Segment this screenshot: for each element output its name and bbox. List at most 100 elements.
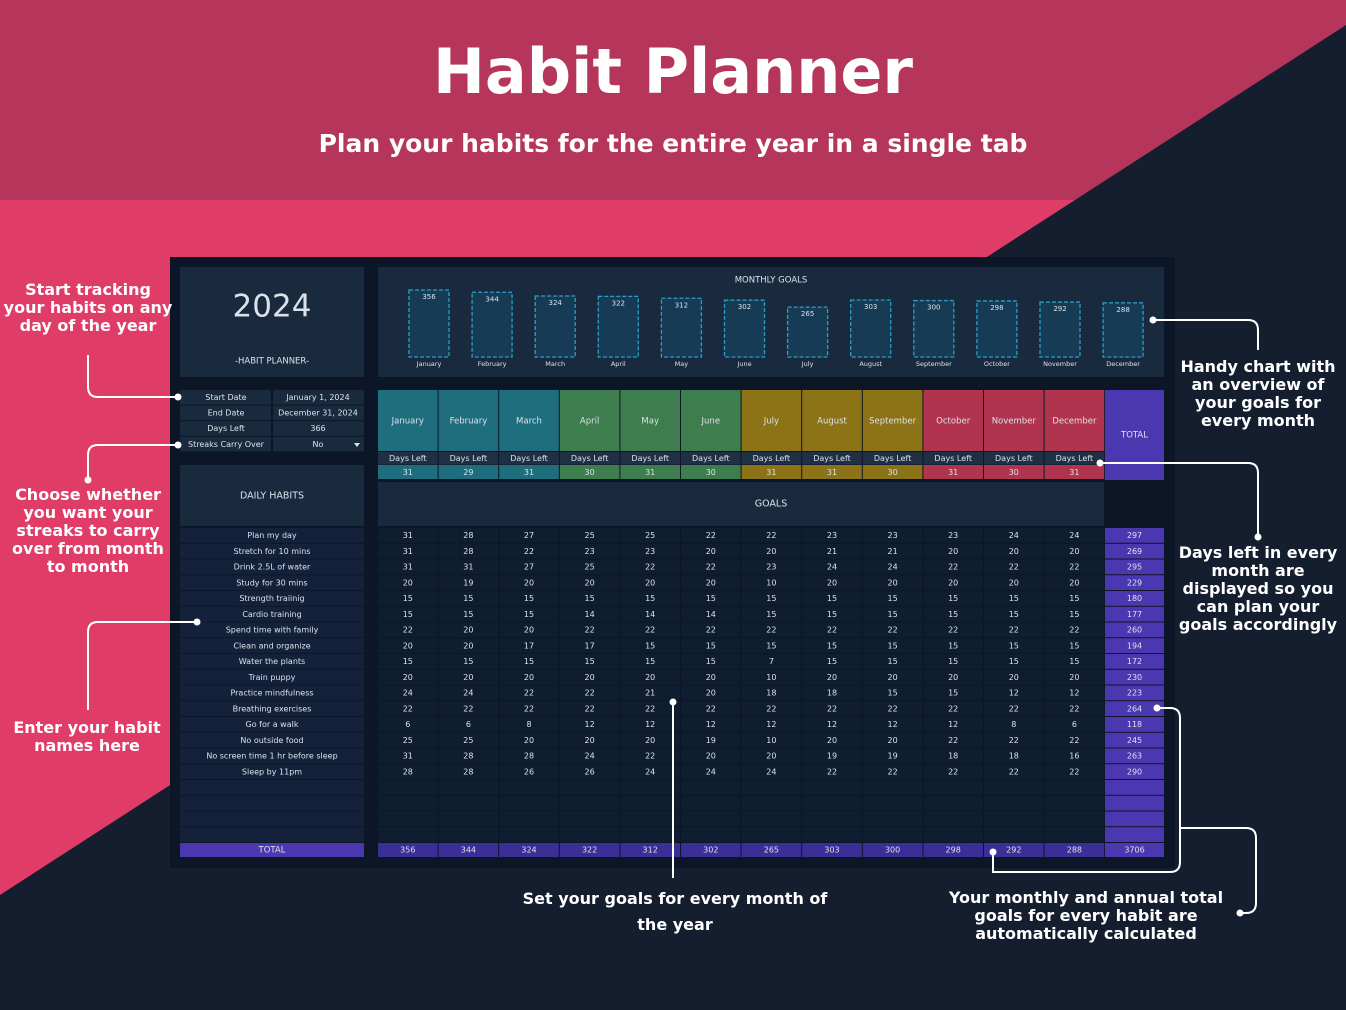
habit-total: 223 [1127,689,1142,698]
goal-value: 20 [524,626,534,635]
settings-value-cell [273,436,364,452]
goal-cell [802,717,862,732]
goal-cell [620,669,680,685]
goal-value: 25 [403,736,413,745]
goal-cell [559,528,620,543]
goal-cell [378,780,438,795]
habit-total: 177 [1127,610,1142,619]
goal-value: 22 [585,689,595,698]
banner-bg [0,0,1346,200]
connector [87,621,197,710]
days-left-label-cell [499,452,559,465]
goal-value: 15 [1069,657,1079,666]
goal-value: 24 [827,563,837,572]
goal-value: 24 [463,689,473,698]
habit-total: 245 [1127,736,1142,745]
habit-name-cell [180,669,364,685]
goal-cell [378,543,438,559]
goal-cell [559,622,620,638]
habit-total: 297 [1127,531,1142,540]
goal-value: 18 [1009,752,1019,761]
goal-cell [984,638,1044,653]
month-total: 303 [824,846,839,855]
goal-cell [1044,748,1105,764]
habit-total-cell [1105,780,1164,795]
goal-value: 20 [948,578,958,587]
goal-value: 20 [827,736,837,745]
habit-name: Practice mindfulness [230,689,313,698]
goal-value: 15 [948,610,958,619]
goal-cell [559,591,620,606]
goal-value: 17 [524,641,534,650]
goal-cell [802,795,862,811]
goal-value: 22 [827,767,837,776]
habit-total-cell [1105,795,1164,811]
totals-label: TOTAL [258,846,286,856]
goal-value: 12 [585,720,595,729]
habit-total-cell [1105,528,1164,543]
goal-value: 15 [888,641,898,650]
connector-dot [1254,533,1262,541]
month-name: January [391,417,424,427]
goal-cell [499,591,559,606]
habit-name-cell [180,622,364,638]
habit-total: 269 [1127,547,1142,556]
days-left-value: 31 [766,468,776,477]
habit-total-cell [1105,701,1164,716]
goal-cell [559,748,620,764]
goal-value: 24 [1069,531,1079,540]
goal-cell [681,591,741,606]
goal-value: 20 [585,736,595,745]
goal-cell [802,811,862,827]
days-left-value: 31 [1069,468,1079,477]
goal-cell [620,795,680,811]
days-left-value: 31 [524,468,534,477]
goal-cell [984,748,1044,764]
goal-cell [499,638,559,653]
goal-cell [378,701,438,716]
days-left-label: Days Left [450,454,488,463]
habit-name-cell [180,795,364,811]
days-left-cell [1044,465,1105,479]
days-left-label-cell [681,452,741,465]
goal-cell [438,764,499,779]
goal-cell [1044,654,1105,669]
goal-value: 20 [888,673,898,682]
page-subtitle: Plan your habits for the entire year in … [319,129,1028,158]
goal-value: 15 [706,657,716,666]
settings-label-cell [180,421,271,436]
goal-cell [984,701,1044,716]
goal-value: 15 [888,689,898,698]
goal-cell [984,811,1044,827]
month-header [1044,390,1105,451]
goal-cell [1044,606,1105,622]
month-total-cell [923,843,983,857]
bar-category: August [859,360,882,368]
goal-cell [681,811,741,827]
habit-name-cell [180,780,364,795]
days-left-label: Days Left [995,454,1033,463]
goal-value: 15 [1009,594,1019,603]
goal-value: 20 [403,673,413,682]
month-header [862,390,923,451]
days-left-label: Days Left [631,454,669,463]
habit-total-cell [1105,827,1164,842]
goal-cell [438,827,499,842]
goal-value: 15 [827,657,837,666]
goal-value: 15 [524,657,534,666]
goal-value: 15 [403,610,413,619]
goal-value: 15 [888,610,898,619]
goal-cell [378,827,438,842]
days-left-label: Days Left [813,454,851,463]
bar-label: 312 [675,301,688,309]
month-total-cell [681,843,741,857]
goal-cell [378,811,438,827]
goal-cell [620,701,680,716]
goal-value: 15 [463,610,473,619]
goal-cell [741,827,802,842]
habit-name: Cardio training [242,610,301,619]
goal-value: 19 [463,578,473,587]
habit-total: 295 [1127,563,1142,572]
habit-name: Strength traiinig [239,594,304,603]
month-total: 324 [521,846,536,855]
